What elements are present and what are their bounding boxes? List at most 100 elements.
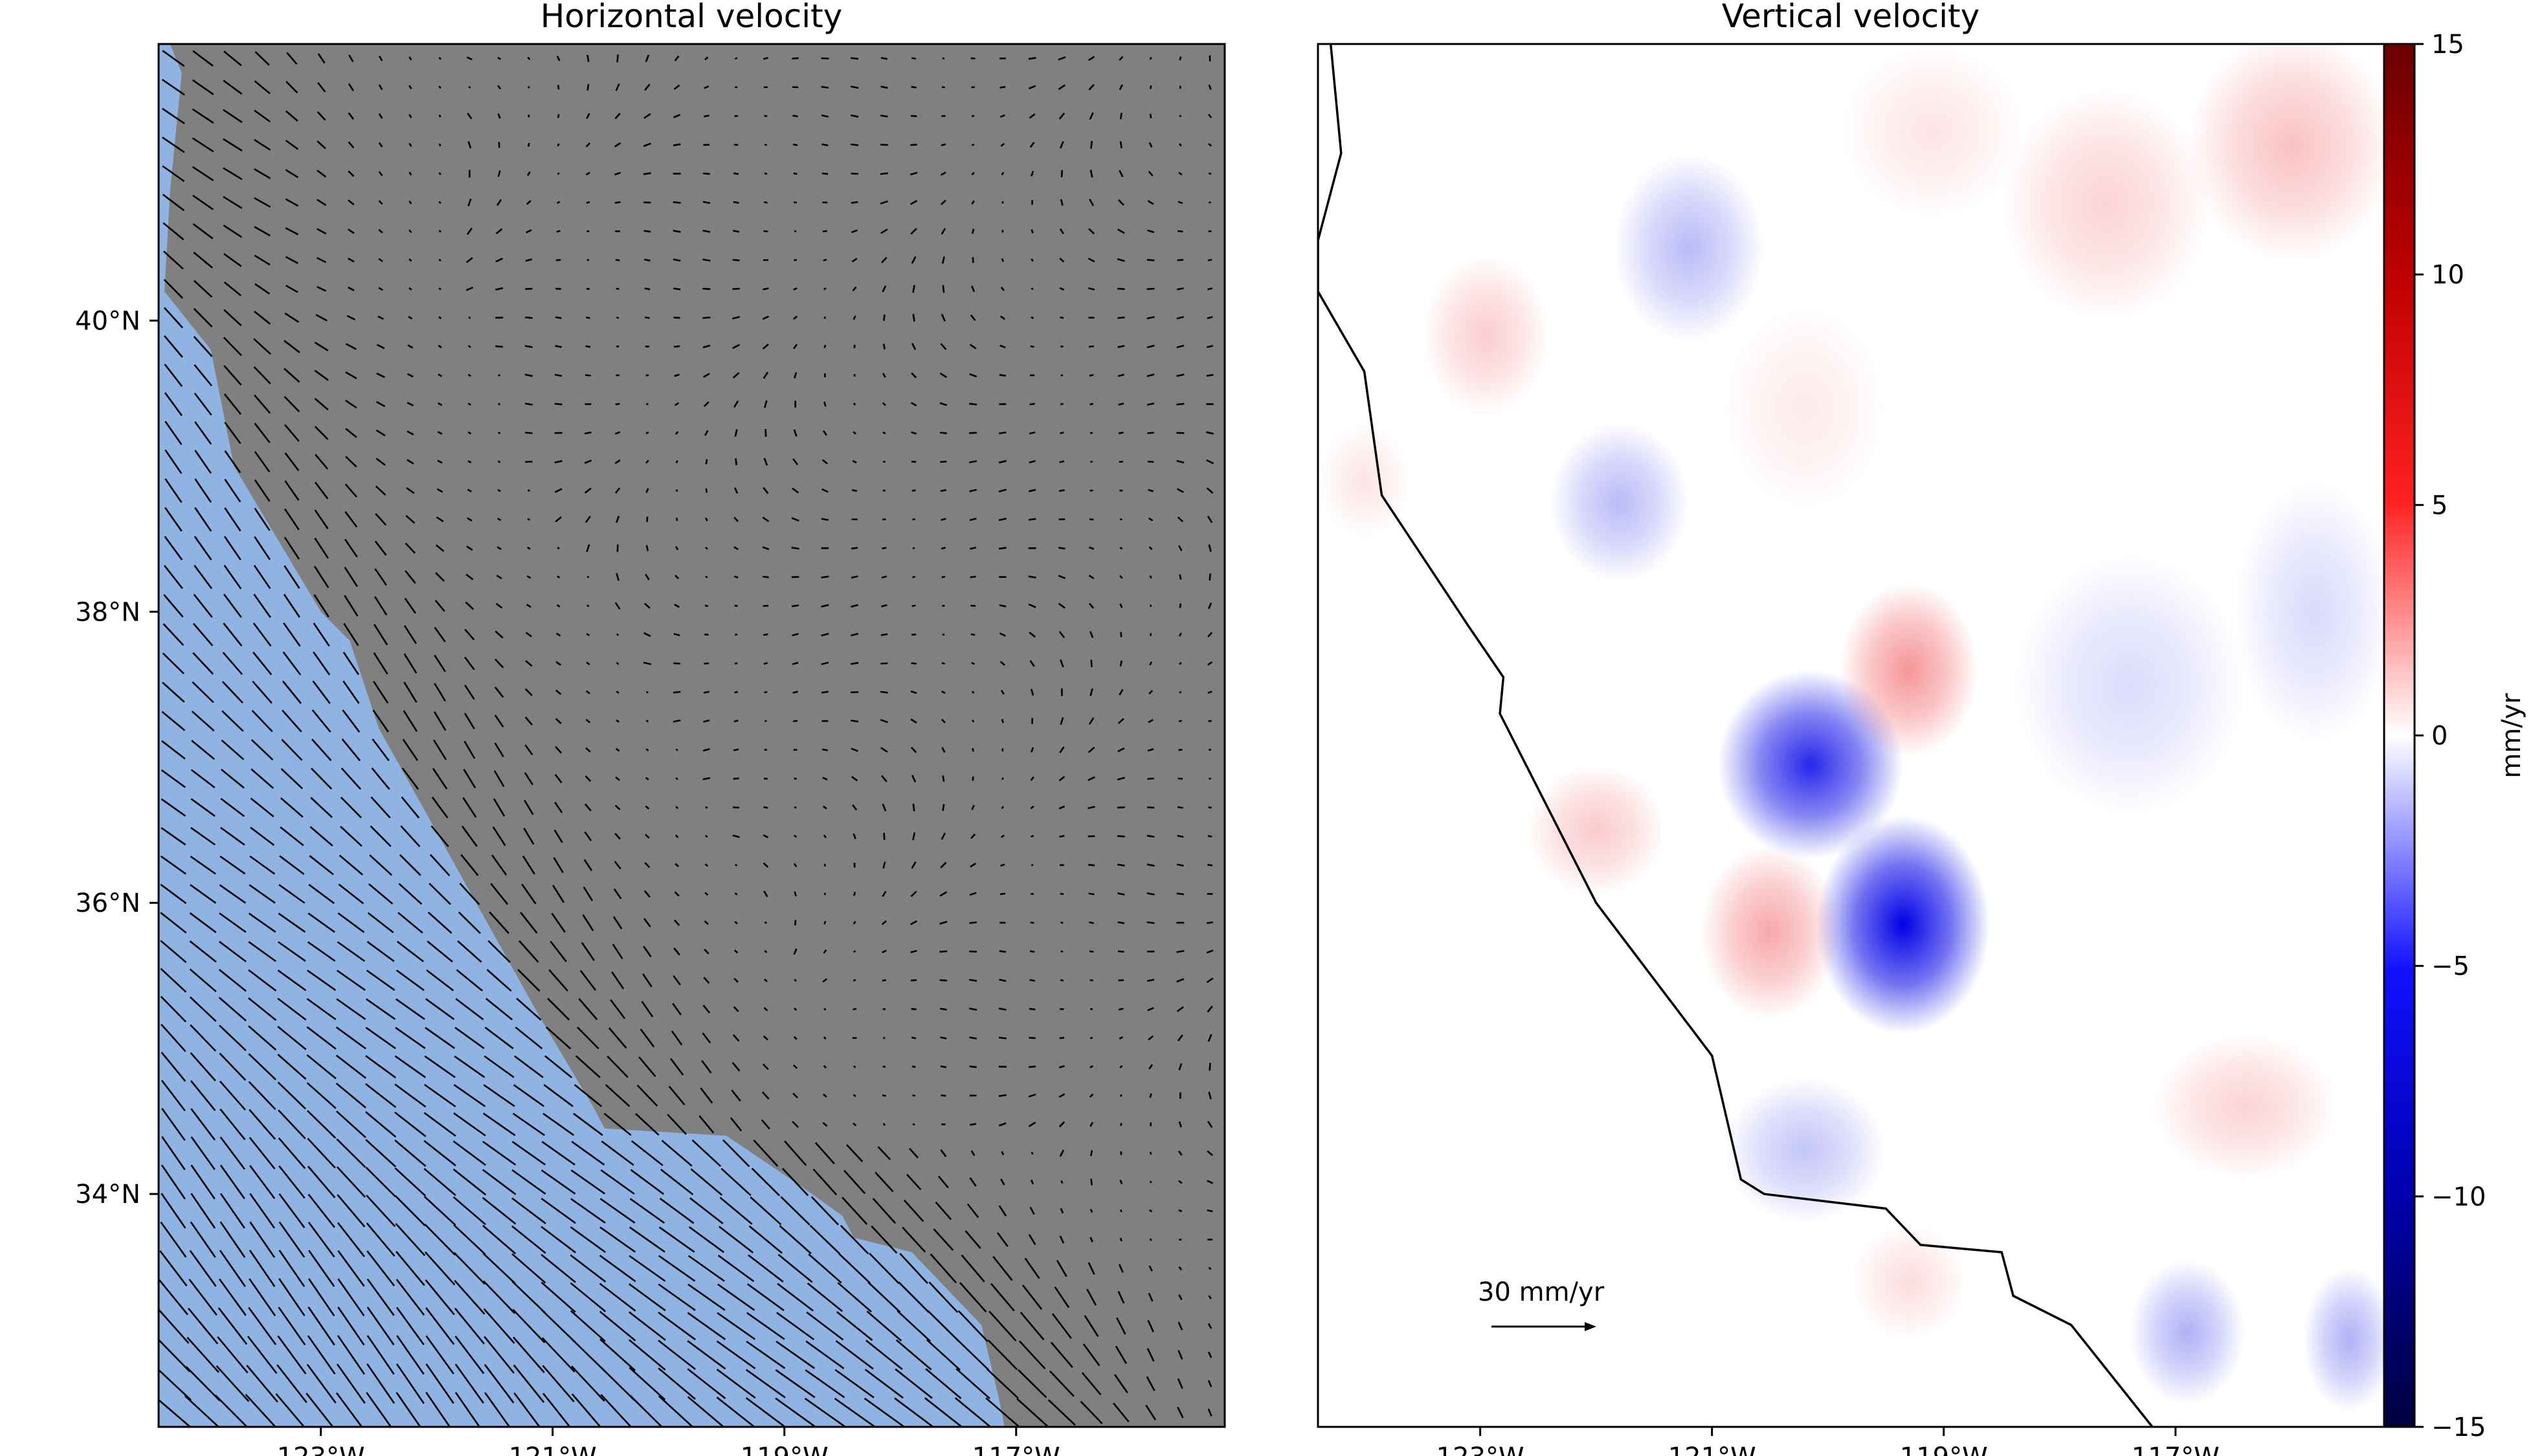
velocity-arrow	[673, 201, 681, 204]
velocity-arrow	[223, 593, 242, 618]
velocity-arrow	[437, 459, 443, 464]
velocity-arrow	[852, 286, 857, 292]
velocity-arrow	[999, 315, 1005, 320]
velocity-arrow	[701, 1060, 712, 1074]
velocity-arrow	[969, 950, 977, 953]
velocity-arrow	[882, 547, 887, 550]
colorbar-tick-label: 0	[2431, 722, 2448, 751]
velocity-arrow	[851, 258, 858, 263]
velocity-arrow	[909, 199, 918, 205]
velocity-arrow	[582, 914, 594, 931]
velocity-arrow	[575, 1055, 601, 1079]
velocity-arrow	[851, 547, 858, 549]
velocity-arrow	[459, 883, 480, 905]
velocity-arrow	[1208, 1295, 1212, 1299]
velocity-arrow	[763, 201, 768, 204]
velocity-arrow	[574, 1084, 602, 1107]
velocity-arrow	[1119, 660, 1123, 667]
velocity-arrow	[910, 890, 917, 898]
velocity-arrow	[644, 862, 651, 868]
velocity-arrow	[1178, 171, 1183, 176]
velocity-arrow	[484, 1055, 515, 1078]
velocity-arrow	[542, 1112, 575, 1136]
velocity-arrow	[570, 1169, 606, 1195]
velocity-arrow	[675, 460, 678, 463]
velocity-arrow	[425, 1279, 455, 1316]
velocity-arrow	[821, 632, 829, 637]
velocity-arrow	[880, 115, 888, 118]
velocity-arrow	[882, 285, 887, 292]
velocity-arrow	[880, 719, 888, 723]
velocity-arrow	[969, 432, 977, 434]
velocity-arrow	[516, 997, 542, 1021]
velocity-arrow	[543, 1084, 574, 1107]
velocity-arrow	[161, 1079, 186, 1112]
velocity-arrow	[555, 661, 561, 666]
velocity-arrow	[673, 258, 681, 262]
velocity-arrow	[971, 200, 975, 205]
velocity-arrow	[1029, 950, 1035, 953]
velocity-arrow	[645, 573, 650, 580]
velocity-arrow	[612, 916, 623, 930]
velocity-arrow	[645, 777, 649, 780]
velocity-arrow	[541, 1337, 575, 1373]
velocity-arrow	[224, 450, 241, 474]
velocity-arrow	[658, 1283, 696, 1311]
velocity-arrow	[487, 940, 511, 963]
velocity-arrow	[555, 316, 562, 319]
velocity-arrow	[586, 201, 590, 204]
velocity-arrow	[495, 658, 504, 668]
velocity-arrow	[1207, 1180, 1214, 1184]
velocity-arrow	[851, 201, 858, 204]
velocity-arrow	[940, 489, 947, 492]
uplift-anomaly	[1723, 305, 1886, 510]
velocity-arrow	[408, 316, 413, 320]
velocity-arrow	[254, 168, 271, 179]
velocity-arrow	[555, 745, 563, 754]
velocity-arrow	[192, 223, 214, 239]
velocity-arrow	[337, 1250, 365, 1287]
velocity-arrow	[310, 797, 333, 819]
velocity-arrow	[1177, 545, 1183, 551]
velocity-arrow	[1178, 1121, 1182, 1128]
velocity-arrow	[375, 429, 386, 437]
velocity-arrow	[252, 623, 272, 647]
velocity-arrow	[284, 536, 300, 560]
velocity-arrow	[541, 1253, 576, 1283]
velocity-arrow	[541, 1169, 576, 1195]
velocity-arrow	[1207, 1209, 1213, 1213]
velocity-arrow	[286, 52, 298, 65]
velocity-arrow	[455, 998, 484, 1020]
velocity-arrow	[687, 1368, 726, 1400]
velocity-arrow	[882, 861, 886, 869]
velocity-arrow	[438, 373, 443, 377]
velocity-arrow	[1117, 806, 1125, 809]
velocity-arrow	[164, 364, 183, 387]
velocity-arrow	[407, 430, 414, 436]
velocity-arrow	[645, 54, 650, 63]
velocity-arrow	[282, 651, 302, 676]
velocity-arrow	[698, 1115, 715, 1134]
velocity-arrow	[1179, 1239, 1182, 1241]
velocity-arrow	[1058, 1065, 1065, 1068]
velocity-arrow	[998, 547, 1007, 550]
velocity-arrow	[280, 826, 304, 846]
velocity-arrow	[307, 1193, 335, 1228]
velocity-arrow	[160, 995, 186, 1022]
velocity-arrow	[253, 366, 271, 384]
velocity-arrow	[615, 83, 620, 91]
velocity-arrow	[454, 1307, 485, 1345]
velocity-arrow	[394, 1140, 427, 1167]
velocity-arrow	[615, 776, 620, 781]
velocity-arrow	[1117, 777, 1125, 780]
velocity-arrow	[372, 709, 389, 733]
velocity-arrow	[370, 825, 392, 847]
velocity-arrow	[1089, 546, 1095, 550]
velocity-arrow	[307, 912, 335, 933]
velocity-arrow	[345, 399, 357, 409]
velocity-arrow	[408, 258, 412, 262]
velocity-arrow	[245, 1394, 277, 1427]
velocity-arrow	[307, 1222, 335, 1258]
velocity-arrow	[998, 489, 1007, 492]
